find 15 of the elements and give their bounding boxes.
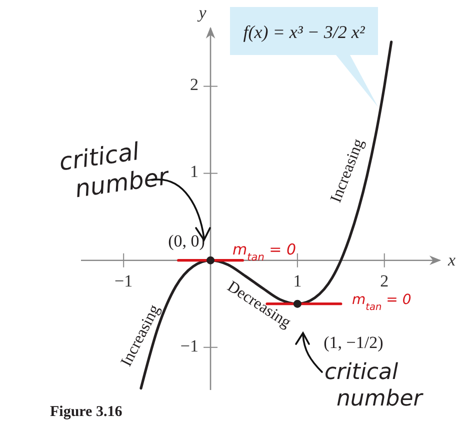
- annotation: critical number: [57, 137, 172, 204]
- annotation: (1, −1/2): [324, 332, 384, 352]
- annotation: f(x) = x³ − 3/2 x²: [243, 22, 366, 42]
- annotation: m$_{tan}$ = 0: [232, 240, 296, 264]
- y-axis-title: y: [196, 3, 207, 22]
- annotation: m$_{tan}$ = 0: [352, 292, 412, 312]
- x-tick-label: 2: [380, 271, 389, 290]
- x-tick-label: 1: [293, 271, 302, 290]
- caption: Figure 3.16: [50, 404, 123, 420]
- annotation: critical number: [324, 360, 424, 412]
- y-tick-label: 1: [190, 162, 199, 182]
- y-tick-label: −1: [180, 336, 199, 356]
- x-axis-title: x: [447, 250, 456, 270]
- y-tick-label: 2: [190, 75, 199, 94]
- x-tick-label: −1: [114, 271, 133, 290]
